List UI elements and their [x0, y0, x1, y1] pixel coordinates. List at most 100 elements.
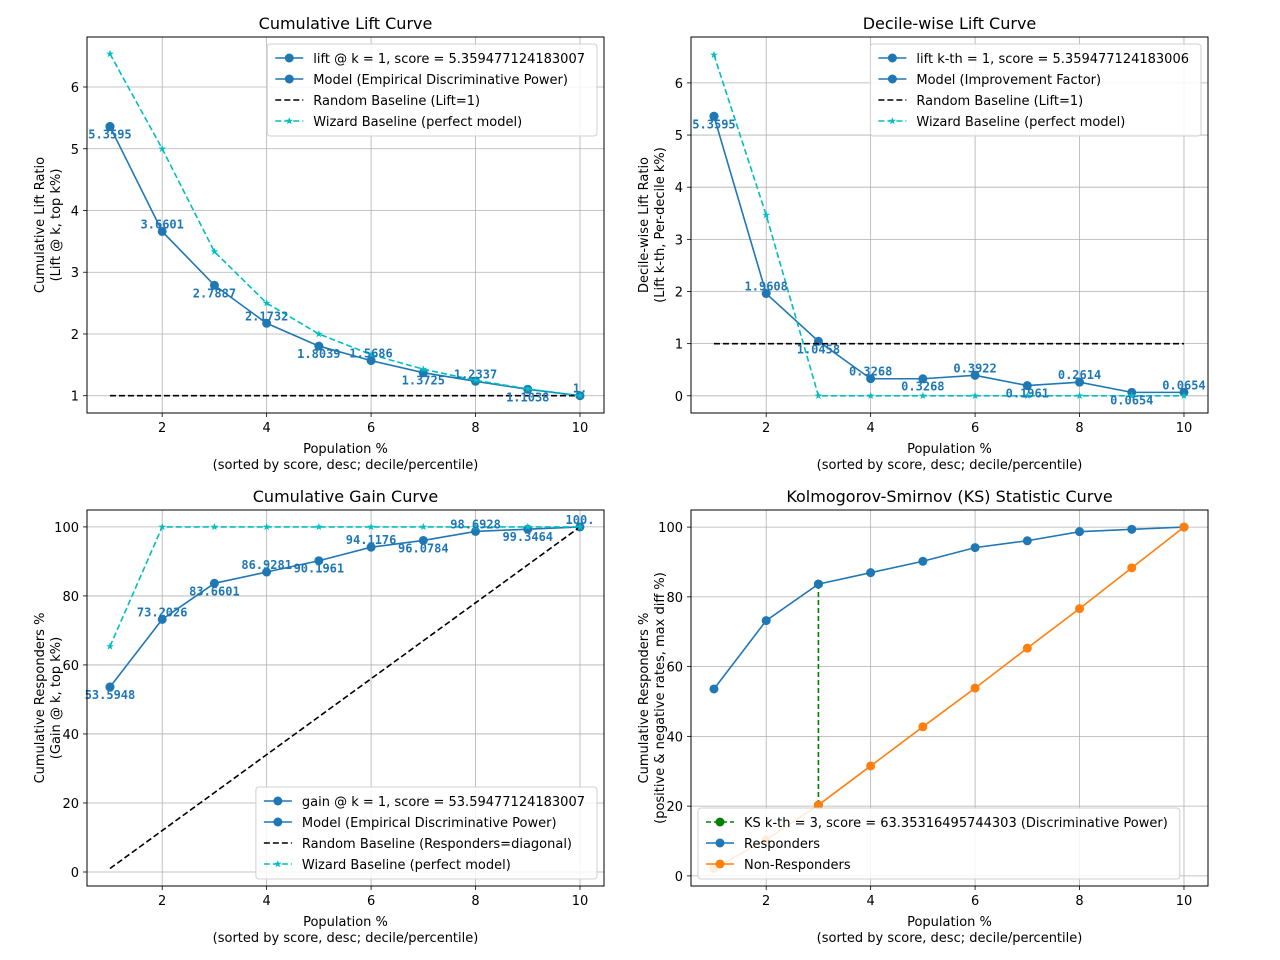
data-point: [1075, 527, 1085, 537]
data-point: [314, 341, 324, 351]
data-point: [813, 579, 823, 589]
x-tick-label: 2: [762, 421, 770, 436]
data-point: [1022, 643, 1032, 653]
x-axis-label: Population %: [907, 915, 992, 930]
data-point: [210, 247, 219, 255]
x-tick-label: 6: [971, 894, 979, 909]
legend-label: Wizard Baseline (perfect model): [916, 115, 1125, 130]
data-point: [315, 330, 323, 338]
y-tick-label: 20: [666, 800, 683, 815]
legend-label: Wizard Baseline (perfect model): [313, 115, 522, 130]
x-axis-label-sub: (sorted by score, desc; decile/percentil…: [817, 931, 1083, 946]
data-point: [919, 391, 927, 399]
data-point: [157, 226, 167, 236]
data-point: [576, 522, 584, 531]
data-point: [262, 522, 271, 531]
x-tick-label: 4: [867, 421, 875, 436]
data-point: [762, 211, 770, 219]
data-label: 1.1038: [506, 390, 549, 404]
data-label: 86.9281: [241, 558, 292, 572]
data-point: [106, 642, 114, 650]
y-tick-label: 1: [71, 390, 79, 405]
series-line: [109, 526, 581, 870]
legend-marker: [273, 817, 283, 827]
data-point: [970, 370, 980, 380]
data-point: [918, 722, 928, 732]
y-tick-label: 0: [71, 866, 79, 881]
y-tick-label: 80: [62, 590, 79, 605]
data-point: [367, 350, 375, 358]
legend-label: gain @ k = 1, score = 53.59477124183007: [302, 795, 585, 810]
y-tick-label: 3: [71, 266, 79, 281]
legend: lift k-th = 1, score = 5.359477124183006…: [869, 43, 1202, 137]
x-tick-label: 10: [572, 894, 589, 909]
x-tick-label: 4: [263, 894, 271, 909]
y-axis-label-sub: (Lift @ k, top k%): [49, 169, 64, 282]
legend-marker: [284, 74, 294, 84]
legend: lift @ k = 1, score = 5.359477124183007 M…: [266, 43, 598, 137]
data-point: [366, 542, 376, 552]
legend-label: KS k-th = 3, score = 63.35316495744303 (…: [744, 816, 1168, 831]
x-tick-label: 4: [867, 894, 875, 909]
data-point: [1127, 524, 1137, 534]
data-point: [1023, 391, 1032, 399]
y-tick-label: 40: [62, 728, 79, 743]
data-label: 2.7887: [193, 286, 236, 300]
data-point: [813, 800, 823, 810]
x-tick-label: 8: [1075, 421, 1083, 436]
data-point: [367, 522, 375, 531]
legend-label: Model (Empirical Discriminative Power): [302, 816, 557, 831]
data-label: 1.2337: [454, 367, 497, 381]
data-point: [970, 683, 980, 693]
y-tick-label: 60: [62, 659, 79, 674]
data-label: 0.3922: [953, 361, 996, 375]
data-point: [105, 682, 115, 692]
y-axis-label-sub: (Gain @ k, top k%): [49, 637, 64, 759]
chart-2: 2 4 6 8 1002040608010053.594873.202683.66018…: [33, 487, 605, 946]
data-point: [918, 374, 928, 384]
x-tick-label: 6: [971, 421, 979, 436]
y-tick-label: 5: [675, 129, 683, 144]
data-label: 1.3725: [402, 374, 445, 388]
y-tick-label: 3: [675, 233, 683, 248]
data-label: 1.9608: [745, 280, 788, 294]
data-label: 99.3464: [502, 530, 553, 544]
x-tick-label: 2: [158, 421, 166, 436]
data-point: [106, 49, 114, 58]
data-point: [262, 318, 272, 328]
x-tick-label: 8: [471, 894, 479, 909]
chart-0: 2 4 6 8 101234565.35953.66012.78872.17321.80…: [33, 14, 605, 473]
data-point: [524, 522, 532, 531]
data-point: [157, 614, 167, 624]
data-point: [524, 384, 532, 393]
series-line: [713, 526, 1185, 690]
chart-title: Cumulative Lift Curve: [259, 14, 433, 33]
legend-marker: [285, 117, 294, 125]
data-label: 90.1961: [294, 562, 345, 576]
data-point: [1022, 381, 1032, 391]
legend-label: Random Baseline (Lift=1): [313, 94, 480, 109]
data-point: [1075, 377, 1085, 387]
y-tick-label: 2: [675, 285, 683, 300]
data-point: [471, 522, 480, 531]
data-label: 98.6928: [450, 517, 501, 531]
y-axis-label: Decile-wise Lift Ratio: [637, 157, 652, 293]
data-label: 0.2614: [1058, 368, 1101, 382]
y-tick-label: 2: [71, 328, 79, 343]
plot-area: 5.3595 3.6601 2.7887 2.1732 1.8039 1.5686 1.37…: [88, 49, 587, 404]
axes-frame: [690, 509, 1209, 887]
data-point: [710, 50, 718, 59]
chart-1: 2 4 6 8 10 0 1 2 3 4 5 6 5.3595 1.9608 1.0458 0.3268 0.3…: [637, 14, 1209, 473]
x-tick-label: 2: [158, 894, 166, 909]
legend-marker: [888, 117, 897, 125]
data-label: 2.1732: [245, 309, 288, 323]
axes-frame: [86, 509, 605, 887]
y-tick-label: 6: [675, 77, 683, 92]
legend: gain @ k = 1, score = 53.59477124183007 M…: [255, 786, 598, 880]
y-tick-label: 40: [666, 730, 683, 745]
legend-marker: [273, 796, 283, 806]
data-point: [761, 616, 771, 626]
y-tick-label: 4: [675, 181, 683, 196]
legend-frame: [266, 43, 598, 137]
